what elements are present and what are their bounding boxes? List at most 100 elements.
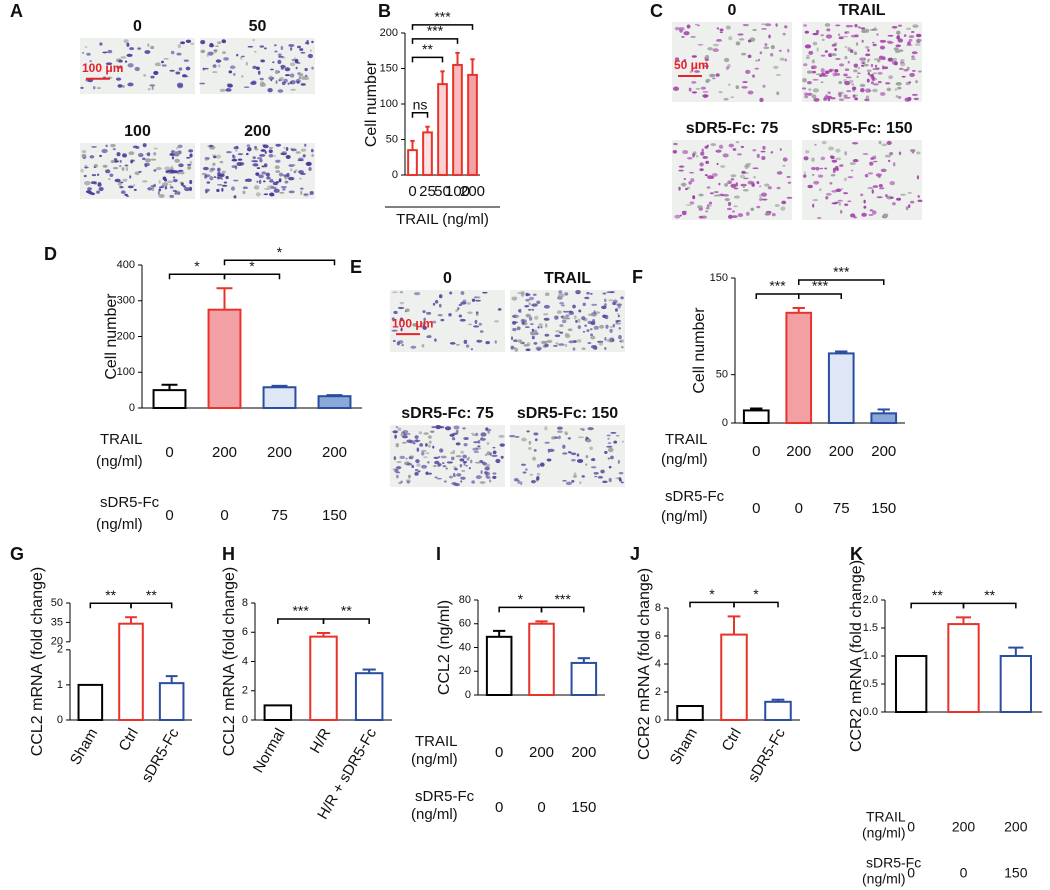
cell-stain	[517, 339, 522, 343]
y-tick-label: 8	[242, 597, 248, 609]
cell-stain	[812, 78, 819, 81]
cell-stain	[124, 164, 129, 167]
cell-stain	[485, 427, 489, 431]
cell-stain	[172, 170, 179, 174]
cell-stain	[264, 150, 267, 155]
image-label: sDR5-Fc: 75	[401, 405, 494, 422]
cell-stain	[498, 434, 505, 438]
cell-stain	[511, 296, 518, 301]
cell-stain	[834, 201, 840, 204]
bar	[422, 131, 433, 176]
cell-stain	[870, 63, 874, 68]
cell-stain	[820, 68, 825, 73]
cell-stain	[80, 168, 84, 173]
cell-stain	[512, 320, 517, 325]
micrograph	[510, 425, 625, 487]
cell-stain	[905, 206, 909, 211]
cell-stain	[910, 58, 916, 60]
cell-stain	[674, 26, 680, 31]
row-label: sDR5-Fc	[665, 488, 725, 505]
cell-stain	[264, 188, 271, 190]
cell-stain	[861, 212, 867, 217]
row-level: 200	[322, 444, 347, 461]
cell-stain	[864, 173, 869, 178]
cell-stain	[309, 190, 314, 195]
cell-stain	[206, 52, 209, 57]
cell-stain	[877, 80, 882, 84]
row-level: 0	[907, 819, 915, 835]
cell-stain	[587, 427, 594, 431]
cell-stain	[84, 180, 91, 186]
row-label: (ng/ml)	[96, 516, 143, 533]
cell-stain	[719, 31, 723, 34]
cell-stain	[702, 156, 709, 159]
cell-stain	[520, 291, 525, 296]
cell-stain	[455, 455, 462, 458]
row-level: 75	[833, 500, 850, 517]
cell-stain	[724, 197, 730, 202]
cell-stain	[430, 430, 435, 433]
cell-stain	[89, 155, 95, 159]
cell-stain	[153, 147, 158, 150]
cell-stain	[117, 181, 122, 187]
cell-stain	[132, 145, 138, 149]
cell-stain	[857, 26, 861, 29]
cell-stain	[530, 479, 536, 484]
cell-stain	[600, 469, 605, 474]
cell-stain	[863, 63, 869, 67]
y-tick-label: 35	[51, 616, 63, 628]
cell-stain	[739, 174, 746, 179]
cell-stain	[602, 480, 608, 484]
cell-stain	[300, 190, 303, 195]
cell-stain	[567, 328, 573, 332]
cell-stain	[304, 67, 308, 72]
cell-stain	[213, 49, 218, 54]
cell-stain	[176, 82, 184, 87]
cell-stain	[704, 174, 708, 177]
cell-stain	[882, 65, 885, 70]
cell-stain	[760, 192, 767, 197]
cell-stain	[620, 481, 624, 484]
cell-stain	[153, 70, 159, 75]
y-axis-label: CCR2 mRNA (fold change)	[848, 560, 865, 752]
cell-stain	[679, 29, 683, 33]
cell-stain	[832, 167, 837, 172]
cell-stain	[827, 91, 831, 94]
cell-stain	[571, 479, 575, 483]
cell-stain	[752, 28, 757, 32]
cell-stain	[273, 186, 277, 190]
cell-stain	[704, 56, 708, 59]
cell-stain	[426, 335, 432, 339]
cell-stain	[838, 81, 843, 85]
y-tick-label: 60	[459, 618, 471, 630]
cell-stain	[475, 299, 481, 302]
cell-stain	[497, 308, 502, 311]
cell-stain	[124, 60, 128, 63]
cell-stain	[554, 315, 559, 320]
cell-stain	[750, 207, 755, 211]
cell-stain	[255, 192, 261, 197]
cell-stain	[459, 458, 465, 462]
cell-stain	[398, 340, 404, 344]
significance-bracket	[540, 606, 585, 613]
cell-stain	[239, 162, 245, 166]
cell-stain	[615, 322, 622, 325]
cell-stain	[183, 186, 190, 192]
cell-stain	[852, 94, 856, 99]
cell-stain	[577, 436, 585, 439]
cell-stain	[779, 57, 785, 61]
cell-stain	[585, 436, 588, 440]
cell-stain	[98, 186, 104, 192]
cell-stain	[233, 72, 236, 77]
cell-stain	[803, 156, 809, 161]
cell-stain	[477, 439, 481, 444]
cell-stain	[450, 451, 454, 455]
cell-stain	[205, 174, 211, 178]
x-tick-label: Ctrl	[719, 725, 745, 754]
cell-stain	[427, 435, 432, 439]
cell-stain	[217, 174, 223, 177]
cell-stain	[784, 25, 788, 29]
cell-stain	[189, 160, 193, 164]
cell-stain	[577, 338, 582, 343]
cell-stain	[598, 341, 604, 346]
